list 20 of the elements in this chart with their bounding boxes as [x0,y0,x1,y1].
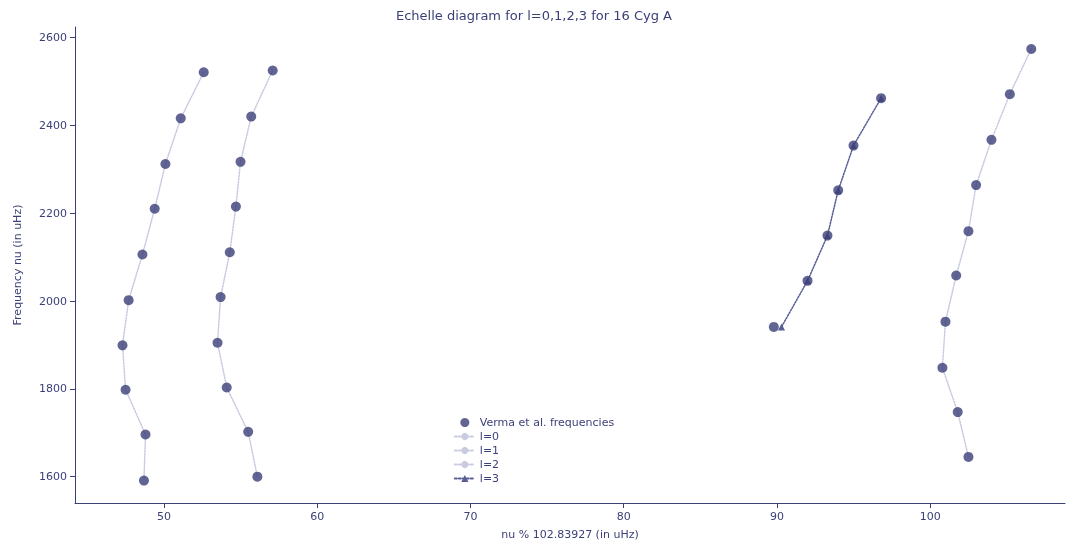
y-tick-label: 1600 [39,470,67,484]
x-tick-label: 60 [310,510,325,523]
x-tick-label: 100 [919,510,941,523]
y-tick-label: 2600 [39,31,67,45]
y-tick-label: 2000 [39,294,67,308]
y-tick-label: 2400 [39,118,67,132]
y-tick-label: 1800 [39,382,67,396]
y-axis-title: Frequency nu (in uHz) [11,204,24,326]
legend-label: l=3 [479,472,500,485]
x-tick-label: 90 [769,510,784,523]
x-tick-label: 70 [463,510,478,523]
x-tick-label: 80 [616,510,631,523]
x-tick-label: 50 [156,510,171,523]
legend-label: l=2 [479,458,500,471]
legend-label: l=1 [479,444,500,457]
y-tick-label: 2200 [39,206,67,220]
legend-label: l=0 [479,430,500,443]
chart-title: Echelle diagram for l=0,1,2,3 for 16 Cyg A [396,8,673,23]
legend-label: Verma et al. frequencies [479,416,615,429]
x-axis-title: nu % 102.83927 (in uHz) [501,528,639,541]
